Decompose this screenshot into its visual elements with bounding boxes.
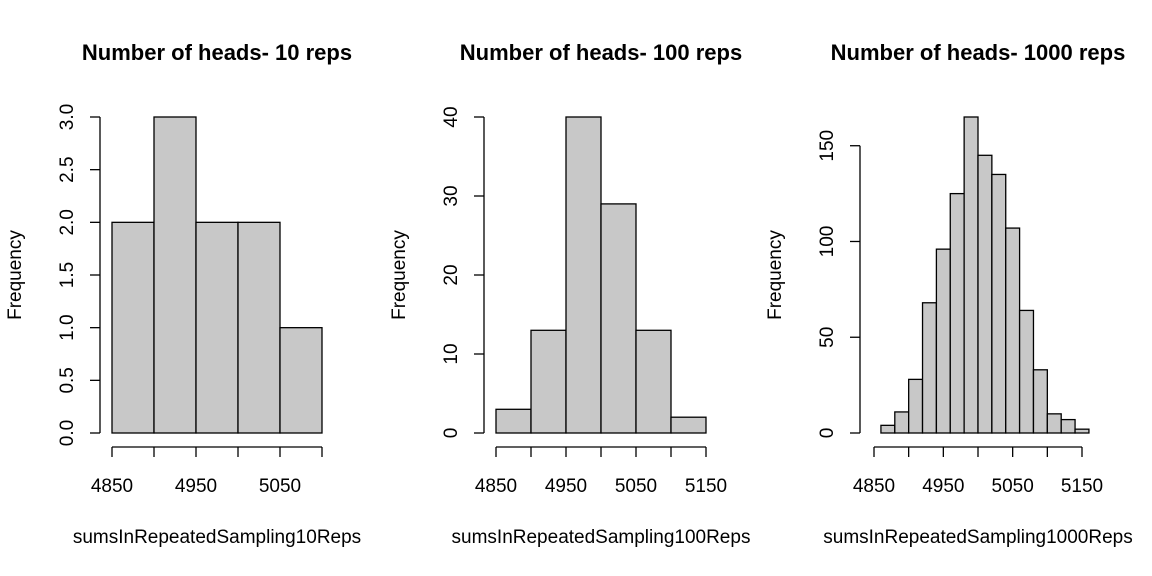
x-axis-label: sumsInRepeatedSampling1000Reps <box>823 527 1132 548</box>
y-tick-label: 2.5 <box>57 156 78 182</box>
chart-title: Number of heads- 100 reps <box>460 40 742 65</box>
y-tick-label: 20 <box>441 264 462 285</box>
y-tick-label: 1.0 <box>57 314 78 340</box>
x-tick-label: 4950 <box>175 476 217 497</box>
chart-title: Number of heads- 1000 reps <box>831 40 1126 65</box>
y-tick-label: 10 <box>441 343 462 364</box>
bar <box>1074 428 1090 434</box>
bar <box>963 116 979 434</box>
x-axis-label: sumsInRepeatedSampling10Reps <box>73 527 361 548</box>
bar <box>1060 418 1076 434</box>
y-tick-label: 50 <box>817 327 838 348</box>
x-tick-label: 5050 <box>615 476 657 497</box>
y-axis-label: Frequency <box>389 230 410 320</box>
bar <box>279 327 323 434</box>
bar <box>880 424 896 434</box>
y-axis-label: Frequency <box>5 230 26 320</box>
bar <box>670 416 707 434</box>
bar <box>935 248 951 434</box>
y-tick-label: 2.0 <box>57 209 78 235</box>
y-tick-label: 3.0 <box>57 104 78 130</box>
y-tick-label: 30 <box>441 185 462 206</box>
x-tick-label: 4850 <box>475 476 517 497</box>
x-tick-label: 5050 <box>992 476 1034 497</box>
y-tick-label: 0.0 <box>57 420 78 446</box>
y-tick-label: 0 <box>817 428 838 439</box>
x-tick-label: 5050 <box>259 476 301 497</box>
x-tick-label: 4850 <box>91 476 133 497</box>
bar <box>237 221 281 434</box>
y-tick-label: 100 <box>817 226 838 258</box>
bar <box>195 221 239 434</box>
x-axis-label: sumsInRepeatedSampling100Reps <box>452 527 751 548</box>
y-tick-label: 150 <box>817 130 838 162</box>
bar <box>565 116 602 434</box>
bar <box>991 173 1007 434</box>
bar <box>635 329 672 434</box>
bar <box>1046 413 1062 434</box>
bar <box>600 203 637 434</box>
bar <box>894 411 910 434</box>
bar <box>1005 227 1021 434</box>
bar <box>977 154 993 434</box>
x-tick-label: 4950 <box>545 476 587 497</box>
chart-title: Number of heads- 10 reps <box>82 40 352 65</box>
x-tick-label: 5150 <box>685 476 727 497</box>
bar <box>111 221 155 434</box>
bar <box>1018 309 1035 434</box>
bar <box>530 329 567 434</box>
bar <box>949 192 965 434</box>
bar <box>153 116 197 434</box>
y-tick-label: 1.5 <box>57 262 78 288</box>
bar <box>921 302 938 434</box>
bar <box>1032 369 1048 434</box>
bar <box>908 378 924 434</box>
y-tick-label: 0.5 <box>57 367 78 393</box>
x-tick-label: 4950 <box>922 476 964 497</box>
x-tick-label: 5150 <box>1061 476 1103 497</box>
y-tick-label: 0 <box>441 428 462 439</box>
y-tick-label: 40 <box>441 106 462 127</box>
y-axis-label: Frequency <box>765 230 786 320</box>
x-tick-label: 4850 <box>853 476 895 497</box>
bar <box>495 408 532 434</box>
